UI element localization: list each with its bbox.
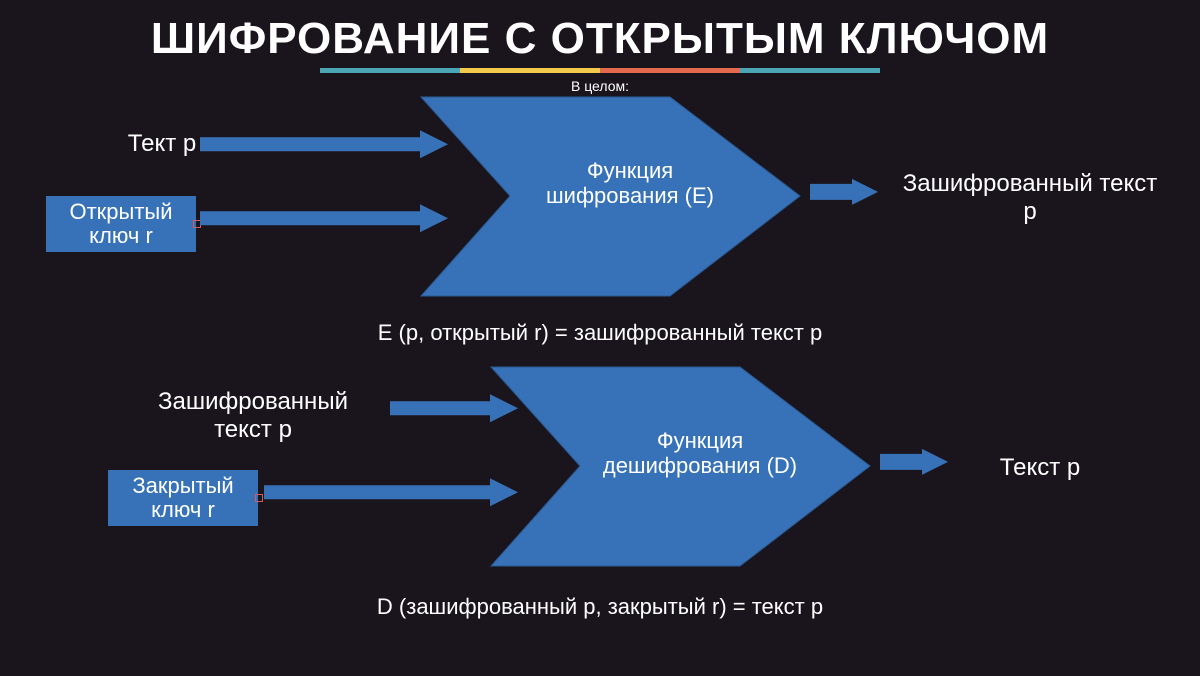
decrypt-arrow-2 [264,474,518,510]
page-title: ШИФРОВАНИЕ С ОТКРЫТЫМ КЛЮЧОМ [0,14,1200,64]
underline-seg-1 [320,68,460,73]
encrypt-function-label: Функция шифрования (E) [530,158,730,209]
decrypt-function-label: Функция дешифрования (D) [600,428,800,479]
decrypt-input-text: Зашифрованный текст p [128,388,378,443]
title-underline [320,68,880,73]
encrypt-arrow-1 [200,126,448,162]
decrypt-formula: D (зашифрованный p, закрытый r) = текст … [0,594,1200,620]
subtitle: В целом: [0,78,1200,94]
encrypt-public-key-box: Открытый ключ r [46,196,196,252]
selection-handle-icon [255,494,263,502]
encrypt-output-arrow [810,175,878,209]
decrypt-private-key-label: Закрытый ключ r [108,474,258,522]
encrypt-output-text: Зашифрованный текст p [900,170,1160,225]
encrypt-arrow-2 [200,200,448,236]
encrypt-formula: E (p, открытый r) = зашифрованный текст … [0,320,1200,346]
decrypt-output-arrow [880,445,948,479]
underline-seg-2 [460,68,600,73]
underline-seg-4 [740,68,880,73]
diagram-canvas: ШИФРОВАНИЕ С ОТКРЫТЫМ КЛЮЧОМ В целом: Те… [0,0,1200,676]
encrypt-public-key-label: Открытый ключ r [46,200,196,248]
decrypt-output-text: Текст p [960,454,1120,482]
decrypt-private-key-box: Закрытый ключ r [108,470,258,526]
underline-seg-3 [600,68,740,73]
